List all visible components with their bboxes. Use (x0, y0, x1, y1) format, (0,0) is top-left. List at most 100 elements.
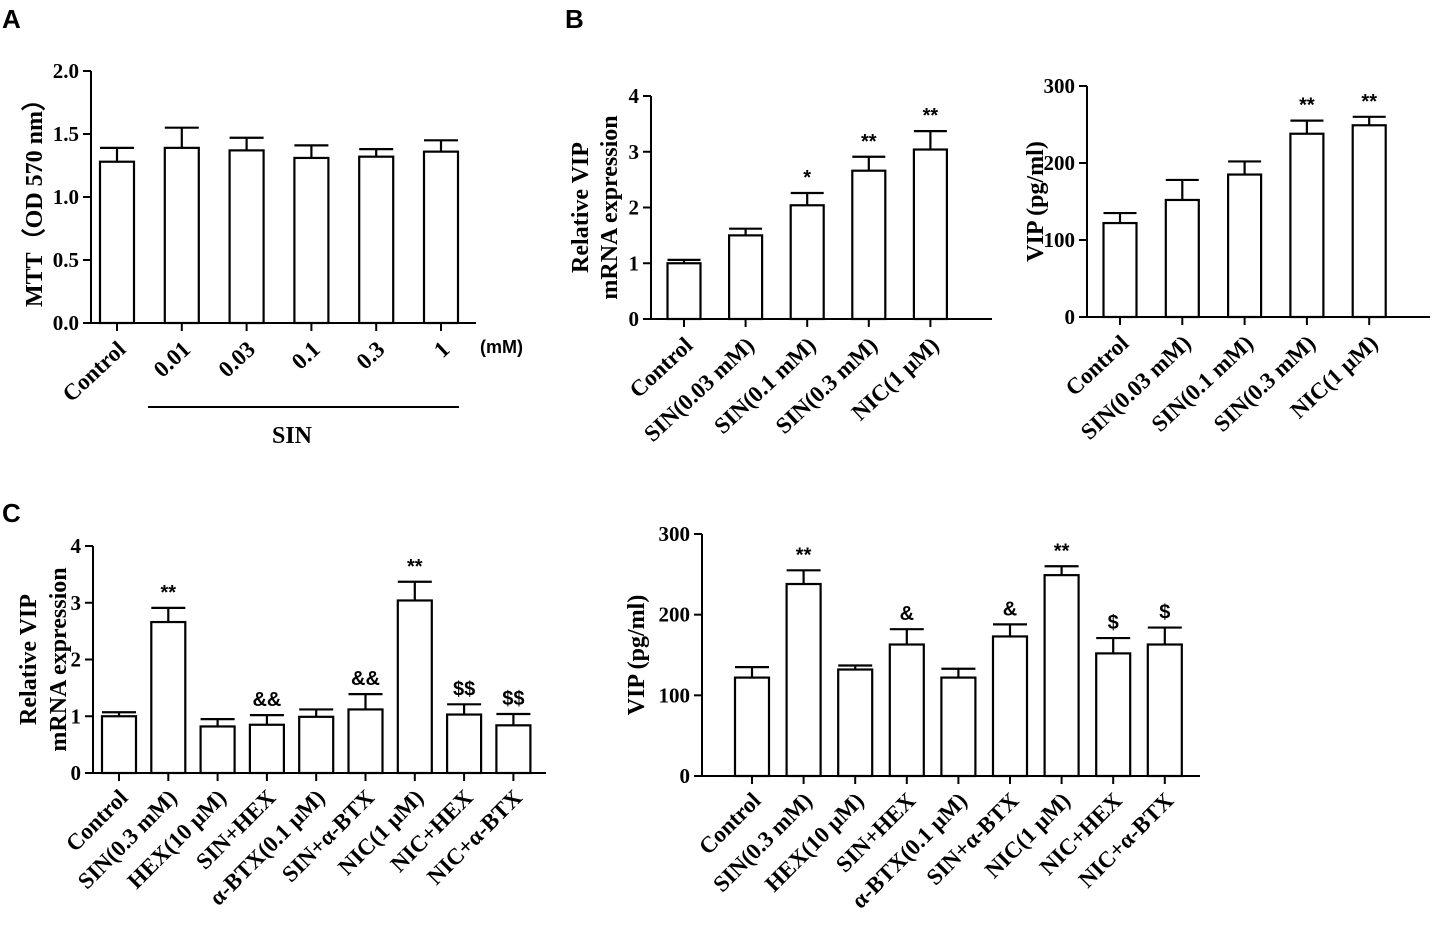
significance-mark: ** (1361, 91, 1377, 113)
bar (163, 146, 200, 325)
y-tick-label: 300 (659, 522, 691, 546)
y-tick-label: 4 (629, 84, 640, 108)
x-tick-label: Control (58, 336, 131, 406)
significance-mark: ** (1299, 95, 1315, 117)
panel-letter: A (2, 4, 21, 34)
significance-mark: && (351, 668, 380, 690)
y-tick-label: 1.0 (53, 185, 79, 209)
y-tick-label: 0 (629, 307, 640, 331)
y-tick-label: 0.0 (53, 311, 79, 335)
x-tick-label: 0.3 (352, 336, 390, 374)
y-tick-label: 200 (1044, 151, 1076, 175)
significance-mark: $ (1159, 602, 1170, 624)
bar (733, 676, 771, 778)
x-tick-label: 0.01 (149, 336, 195, 382)
x-tick-label: SIN(0.03 mM) (1076, 330, 1196, 444)
y-tick-label: 2.0 (53, 59, 79, 83)
y-axis-title-line1: Relative VIP (16, 594, 42, 725)
significance-mark: ** (1054, 540, 1070, 562)
significance-mark: ** (161, 582, 177, 604)
bar (150, 620, 187, 775)
y-tick-label: 100 (1044, 228, 1076, 252)
y-tick-label: 0 (1065, 305, 1076, 329)
bar (851, 169, 887, 321)
significance-mark: $$ (453, 678, 475, 700)
y-tick-label: 2 (629, 196, 640, 220)
bar (1095, 652, 1132, 778)
bar (347, 708, 384, 775)
y-tick-label: 3 (629, 140, 640, 164)
group-label: SIN (272, 423, 313, 449)
x-tick-label: 0.1 (287, 336, 325, 374)
bar (1164, 198, 1200, 319)
significance-mark: $$ (502, 688, 524, 710)
bar (446, 713, 483, 775)
significance-mark: && (252, 689, 281, 711)
y-axis-title: VIP (pg/ml) (624, 595, 650, 716)
bar (789, 204, 825, 321)
y-axis-title-line2: mRNA expression (597, 115, 623, 299)
significance-mark: & (1003, 598, 1017, 620)
bar (293, 156, 330, 325)
bar (1043, 574, 1080, 778)
x-tick-label: 0.03 (214, 336, 260, 382)
bar (940, 676, 977, 778)
bar (100, 715, 138, 775)
significance-mark: ** (923, 105, 939, 127)
y-tick-label: 200 (659, 603, 691, 627)
bar (727, 234, 764, 321)
unit-label: (mM) (480, 337, 523, 357)
bar (298, 715, 335, 775)
bar (228, 149, 265, 325)
panel-letter: C (2, 498, 21, 528)
y-tick-label: 4 (71, 534, 82, 558)
bar (837, 668, 874, 778)
bar (785, 582, 822, 778)
panel-letter: B (565, 4, 584, 34)
significance-mark: ** (861, 131, 877, 153)
bar (1289, 132, 1325, 319)
significance-mark: ** (796, 544, 812, 566)
bar (199, 725, 236, 775)
significance-mark: $ (1108, 612, 1119, 634)
y-tick-label: 100 (659, 683, 691, 707)
x-tick-label: 1 (429, 336, 454, 362)
y-axis-title-line1: Relative VIP (568, 142, 594, 273)
significance-mark: ** (407, 556, 423, 578)
bar (248, 723, 285, 775)
y-tick-label: 300 (1044, 74, 1076, 98)
bar (888, 643, 925, 778)
bar (991, 635, 1029, 778)
bar (98, 160, 136, 325)
bar (422, 150, 460, 325)
y-tick-label: 0 (680, 764, 691, 788)
significance-mark: & (900, 603, 914, 625)
y-tick-label: 1.5 (53, 122, 79, 146)
bar (1102, 221, 1138, 319)
bar (396, 599, 433, 775)
y-tick-label: 1 (629, 251, 640, 275)
y-tick-label: 1 (71, 704, 82, 728)
bar (495, 724, 532, 775)
y-tick-label: 0 (71, 761, 82, 785)
significance-mark: * (803, 167, 811, 189)
y-tick-label: 3 (71, 591, 82, 615)
bar (666, 262, 702, 321)
y-axis-title-line2: mRNA expression (46, 567, 72, 751)
bar (1226, 173, 1263, 319)
y-tick-label: 2 (71, 648, 82, 672)
y-axis-title: VIP (pg/ml) (1023, 141, 1049, 262)
bar (1146, 643, 1183, 778)
bar (1351, 124, 1387, 319)
y-axis-title: MTT（OD 570 nm） (21, 87, 48, 307)
bar (358, 155, 395, 325)
bar (912, 148, 949, 321)
y-tick-label: 0.5 (53, 248, 79, 272)
